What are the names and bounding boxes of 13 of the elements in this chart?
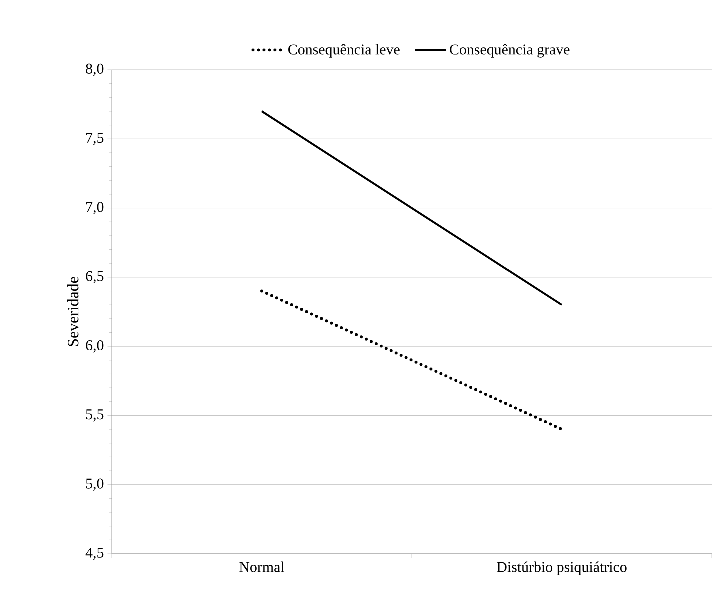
y-tick-label: 4,5 xyxy=(86,548,104,560)
y-tick-label: 7,0 xyxy=(86,202,104,214)
y-tick-label: 6,0 xyxy=(86,340,104,353)
y-tick-label: 8,0 xyxy=(86,64,104,76)
y-tick-label: 7,5 xyxy=(86,133,104,146)
legend-label: Consequência leve xyxy=(288,44,400,58)
x-tick-label: Distúrbio psiquiátrico xyxy=(497,562,627,576)
legend-label: Consequência grave xyxy=(450,44,570,58)
x-tick-label: Normal xyxy=(240,562,285,572)
y-tick-label: 5,5 xyxy=(86,410,104,422)
y-tick-label: 6,5 xyxy=(86,271,104,284)
y-tick-label: 5,0 xyxy=(86,478,104,491)
y-axis-title: Severidade xyxy=(67,277,79,346)
